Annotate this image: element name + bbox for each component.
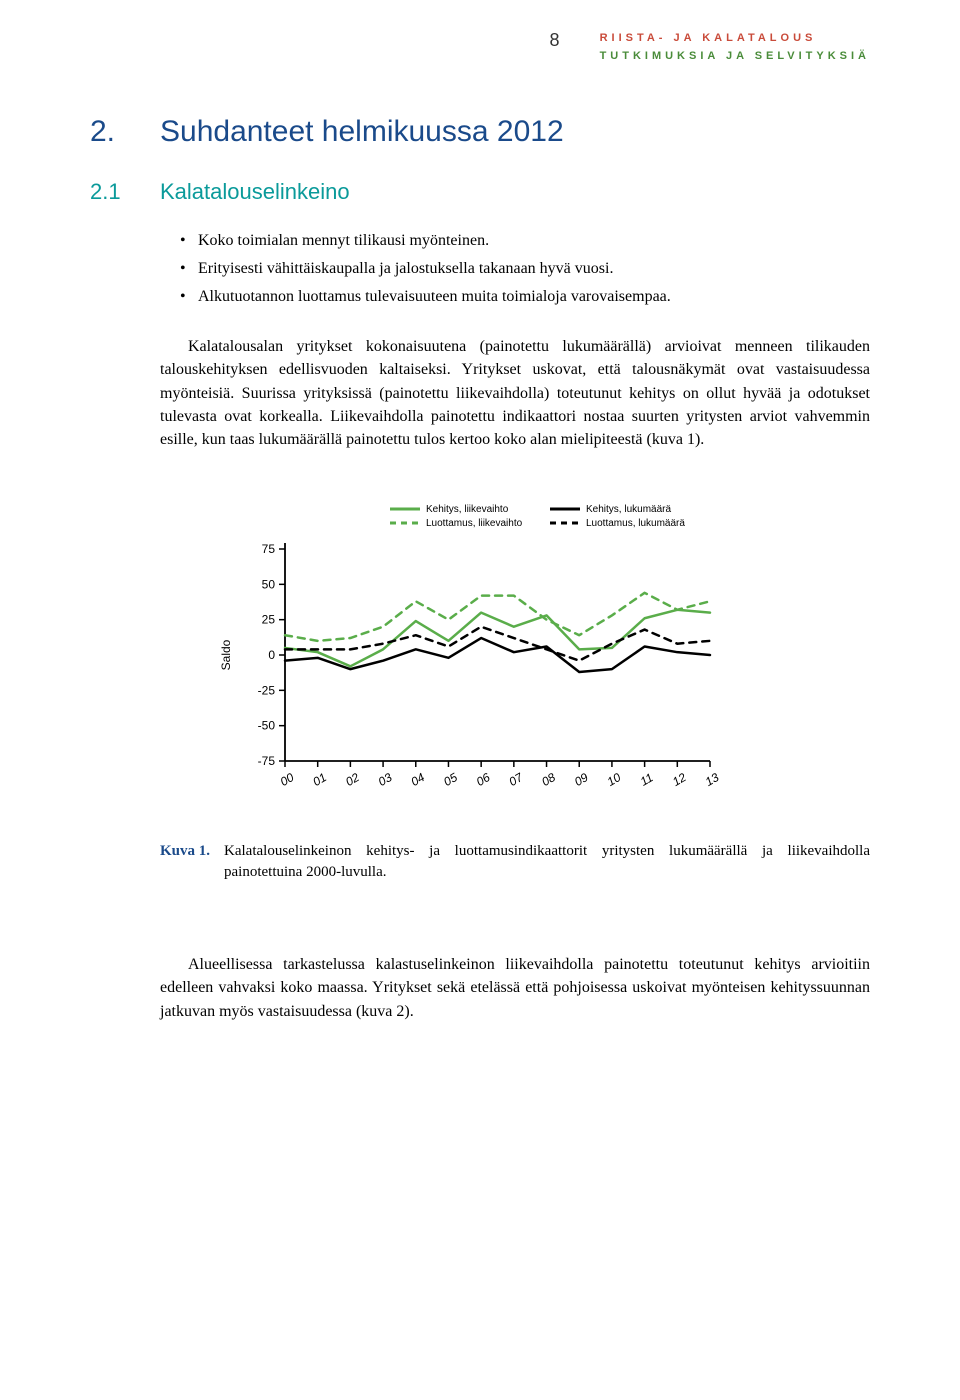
svg-text:Saldo: Saldo	[219, 639, 233, 670]
section-heading: 2.Suhdanteet helmikuussa 2012	[90, 115, 870, 149]
svg-text:03: 03	[376, 770, 395, 789]
svg-text:09: 09	[572, 770, 591, 789]
svg-text:Kehitys, lukumäärä: Kehitys, lukumäärä	[586, 504, 671, 515]
section-title: Suhdanteet helmikuussa 2012	[160, 115, 564, 148]
bullet-list: Koko toimialan mennyt tilikausi myöntein…	[180, 229, 870, 309]
svg-text:Kehitys, liikevaihto: Kehitys, liikevaihto	[426, 504, 509, 515]
body-paragraph: Alueellisessa tarkastelussa kalastuselin…	[160, 953, 870, 1023]
body-paragraph: Kalatalousalan yritykset kokonaisuutena …	[160, 335, 870, 451]
svg-text:07: 07	[507, 770, 527, 789]
list-item: Koko toimialan mennyt tilikausi myöntein…	[180, 229, 870, 253]
publication-header: RIISTA- JA KALATALOUS TUTKIMUKSIA JA SEL…	[600, 30, 870, 65]
list-item: Erityisesti vähittäiskaupalla ja jalostu…	[180, 257, 870, 281]
page-header: 8 RIISTA- JA KALATALOUS TUTKIMUKSIA JA S…	[90, 30, 870, 65]
svg-text:04: 04	[408, 770, 427, 789]
svg-text:-50: -50	[258, 719, 276, 733]
svg-text:Luottamus, lukumäärä: Luottamus, lukumäärä	[586, 518, 685, 529]
svg-text:25: 25	[262, 613, 276, 627]
subsection-title: Kalatalouselinkeino	[160, 179, 350, 204]
caption-text: Kalatalouselinkeinon kehitys- ja luottam…	[224, 841, 870, 883]
svg-text:75: 75	[262, 542, 276, 556]
svg-text:50: 50	[262, 577, 276, 591]
section-number: 2.	[90, 115, 160, 149]
line-chart: Kehitys, liikevaihto Luottamus, liikevaih…	[210, 491, 730, 821]
subsection-number: 2.1	[90, 179, 160, 205]
svg-text:0: 0	[268, 648, 275, 662]
page-number: 8	[550, 30, 560, 51]
svg-text:10: 10	[605, 770, 624, 789]
svg-text:02: 02	[343, 770, 362, 789]
figure-1: Kehitys, liikevaihto Luottamus, liikevaih…	[210, 491, 870, 821]
figure-caption: Kuva 1. Kalatalouselinkeinon kehitys- ja…	[160, 841, 870, 883]
svg-text:00: 00	[278, 770, 297, 789]
svg-text:05: 05	[441, 770, 460, 789]
svg-text:-25: -25	[258, 683, 276, 697]
svg-text:-75: -75	[258, 754, 276, 768]
svg-text:Luottamus, liikevaihto: Luottamus, liikevaihto	[426, 518, 523, 529]
list-item: Alkutuotannon luottamus tulevaisuuteen m…	[180, 285, 870, 309]
svg-text:12: 12	[670, 770, 689, 789]
subsection-heading: 2.1Kalatalouselinkeino	[90, 179, 870, 205]
svg-text:11: 11	[638, 770, 656, 788]
publication-title-1: RIISTA- JA KALATALOUS	[600, 30, 870, 48]
publication-title-2: TUTKIMUKSIA JA SELVITYKSIÄ	[600, 48, 870, 66]
svg-text:01: 01	[310, 770, 329, 789]
svg-text:06: 06	[474, 770, 493, 789]
caption-label: Kuva 1.	[160, 841, 224, 883]
svg-text:08: 08	[539, 770, 558, 789]
svg-text:13: 13	[703, 770, 722, 789]
